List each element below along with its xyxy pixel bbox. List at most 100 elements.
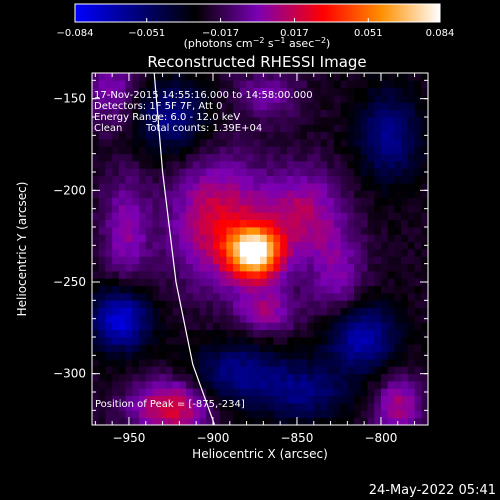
heatmap-cell xyxy=(246,329,254,338)
heatmap-cell xyxy=(139,227,147,235)
heatmap-cell xyxy=(98,417,106,425)
heatmap-cell xyxy=(145,227,153,235)
heatmap-cell xyxy=(233,109,241,118)
heatmap-cell xyxy=(340,278,348,287)
heatmap-cell xyxy=(145,344,153,353)
heatmap-cell xyxy=(159,271,167,279)
heatmap-cell xyxy=(159,146,167,155)
heatmap-cell xyxy=(327,102,335,111)
heatmap-cell xyxy=(246,344,254,353)
heatmap-cell xyxy=(273,381,281,389)
heatmap-cell xyxy=(421,139,428,147)
heatmap-cell xyxy=(105,278,113,287)
heatmap-cell xyxy=(407,403,415,411)
heatmap-cell xyxy=(105,183,113,191)
heatmap-cell xyxy=(387,403,395,411)
heatmap-cell xyxy=(320,131,328,140)
heatmap-cell xyxy=(219,161,227,169)
heatmap-cell xyxy=(145,153,153,162)
heatmap-cell xyxy=(226,95,234,103)
heatmap-cell xyxy=(387,175,395,184)
heatmap-cell xyxy=(333,219,342,228)
heatmap-cell xyxy=(387,410,395,419)
heatmap-cell xyxy=(313,212,321,221)
heatmap-cell xyxy=(112,80,120,89)
heatmap-cell xyxy=(172,153,180,162)
heatmap-cell xyxy=(354,329,362,338)
heatmap-cell xyxy=(139,344,147,353)
heatmap-cell xyxy=(165,197,174,206)
heatmap-cell xyxy=(320,359,328,367)
heatmap-cell xyxy=(118,153,126,162)
heatmap-cell xyxy=(374,249,382,257)
heatmap-cell xyxy=(354,300,362,309)
heatmap-cell xyxy=(179,388,187,397)
heatmap-cell xyxy=(139,395,147,404)
heatmap-cell xyxy=(327,322,335,331)
heatmap-cell xyxy=(407,161,415,169)
heatmap-cell xyxy=(414,351,422,360)
heatmap-cell xyxy=(239,322,247,331)
heatmap-cell xyxy=(401,219,409,228)
heatmap-cell xyxy=(206,271,214,279)
heatmap-cell xyxy=(414,322,422,331)
heatmap-cell xyxy=(92,256,100,265)
heatmap-cell xyxy=(387,117,395,125)
heatmap-cell xyxy=(112,256,120,265)
heatmap-cell xyxy=(414,183,422,191)
heatmap-cell xyxy=(387,293,395,301)
heatmap-cell xyxy=(380,102,389,111)
heatmap-cell xyxy=(293,197,301,206)
heatmap-cell xyxy=(327,183,335,191)
heatmap-cell xyxy=(246,117,254,125)
heatmap-cell xyxy=(98,395,106,404)
heatmap-cell xyxy=(98,153,106,162)
heatmap-cell xyxy=(313,161,321,169)
heatmap-cell xyxy=(414,117,422,125)
heatmap-cell xyxy=(387,168,395,177)
heatmap-cell xyxy=(387,388,395,397)
heatmap-cell xyxy=(380,388,389,397)
heatmap-cell xyxy=(286,410,294,419)
heatmap-cell xyxy=(340,293,348,301)
heatmap-cell xyxy=(152,131,160,140)
heatmap-cell xyxy=(354,183,362,191)
heatmap-cell xyxy=(367,153,375,162)
heatmap-cell xyxy=(199,278,207,287)
heatmap-cell xyxy=(286,351,294,360)
heatmap-cell xyxy=(186,359,194,367)
heatmap-cell xyxy=(401,227,409,235)
heatmap-cell xyxy=(300,124,308,133)
heatmap-cell xyxy=(199,249,207,257)
heatmap-cell xyxy=(219,381,227,389)
heatmap-cell xyxy=(192,205,200,213)
heatmap-cell xyxy=(239,307,247,316)
heatmap-cell xyxy=(374,168,382,177)
heatmap-cell xyxy=(266,271,274,279)
heatmap-cell xyxy=(165,80,174,89)
heatmap-cell xyxy=(300,102,308,111)
heatmap-cell xyxy=(387,131,395,140)
heatmap-cell xyxy=(226,300,234,309)
heatmap-cell xyxy=(212,278,221,287)
heatmap-cell xyxy=(233,131,241,140)
heatmap-cell xyxy=(219,366,227,375)
heatmap-cell xyxy=(260,293,268,301)
heatmap-cell xyxy=(145,300,153,309)
heatmap-cell xyxy=(246,249,254,257)
heatmap-cell xyxy=(145,410,153,419)
heatmap-cell xyxy=(374,278,382,287)
heatmap-cell xyxy=(414,212,422,221)
heatmap-cell xyxy=(112,102,120,111)
heatmap-cell xyxy=(239,381,247,389)
heatmap-cell xyxy=(394,153,402,162)
heatmap-cell xyxy=(246,300,254,309)
heatmap-cell xyxy=(327,300,335,309)
heatmap-cell xyxy=(367,205,375,213)
heatmap-cell xyxy=(273,153,281,162)
heatmap-cell xyxy=(307,80,315,89)
heatmap-cell xyxy=(320,373,328,382)
heatmap-cell xyxy=(233,359,241,367)
heatmap-cell xyxy=(118,102,126,111)
heatmap-cell xyxy=(219,205,227,213)
